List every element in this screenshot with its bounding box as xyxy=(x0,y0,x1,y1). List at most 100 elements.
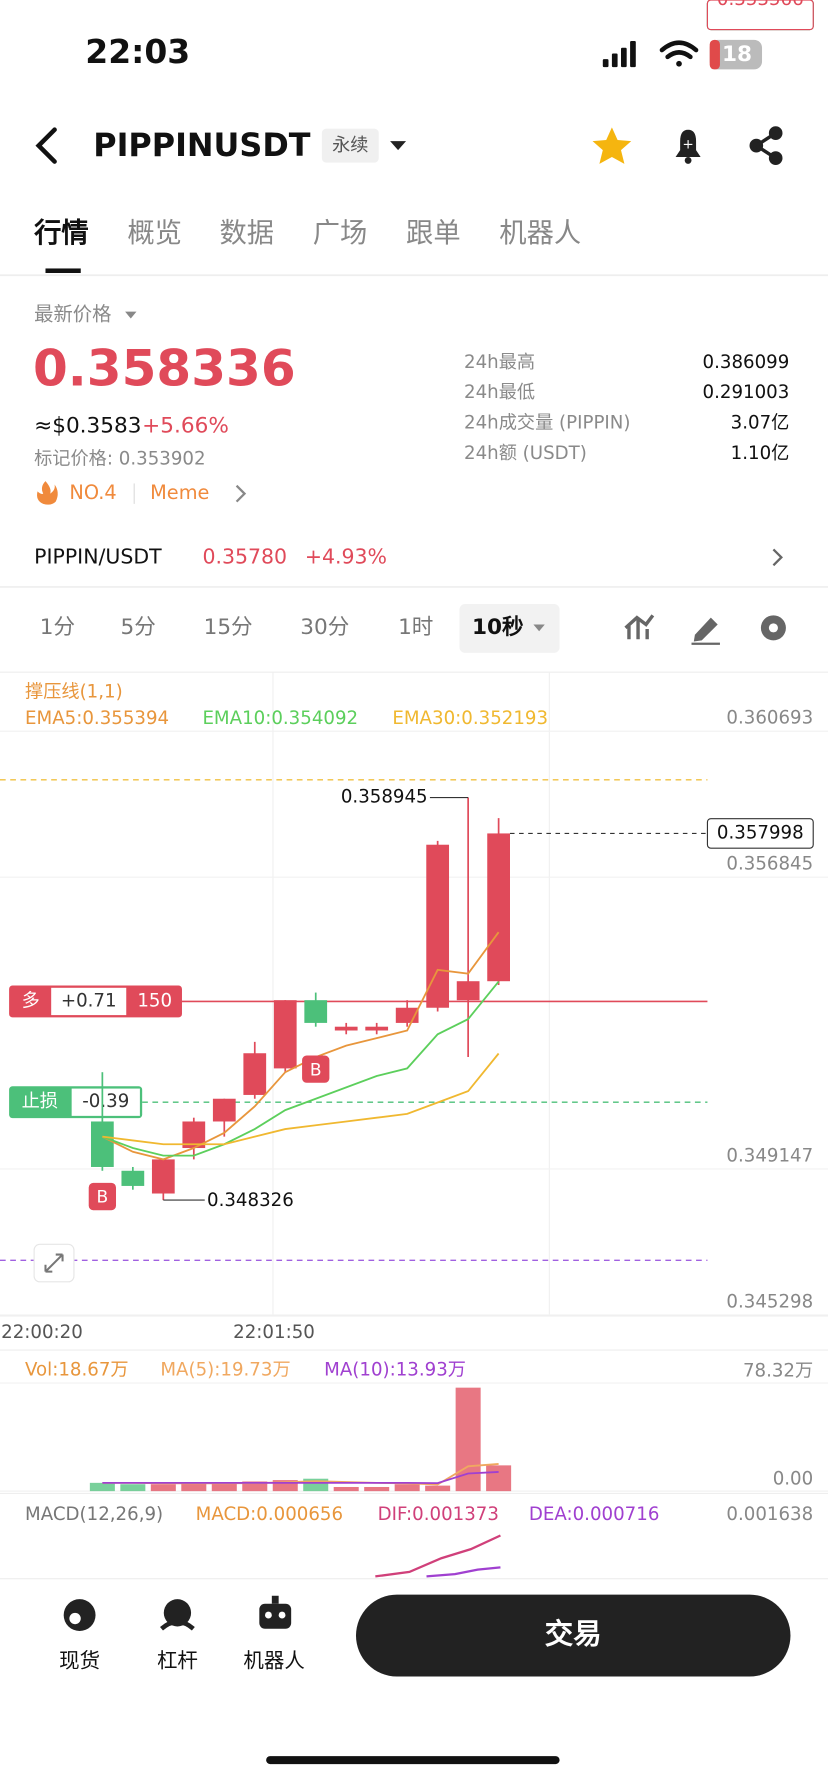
bot-icon[interactable] xyxy=(259,1595,292,1629)
spot-icon[interactable] xyxy=(63,1599,96,1632)
latest-dropdown[interactable] xyxy=(125,311,137,319)
share-button[interactable] xyxy=(749,126,783,165)
clock: 22:03 xyxy=(85,32,190,71)
trade-label: B xyxy=(97,1188,109,1208)
ema-line xyxy=(101,931,500,1161)
position-pnl: +0.71 xyxy=(61,990,117,1011)
ema-label: EMA10:0.354092 xyxy=(202,708,358,729)
ema-line xyxy=(102,980,500,1157)
time-label: 22:00:20 xyxy=(1,1322,83,1343)
ma-label: MA(5):19.73万 xyxy=(160,1360,290,1381)
tab[interactable]: 跟单 xyxy=(406,218,461,249)
expand-button[interactable] xyxy=(33,1243,75,1283)
contract-pill xyxy=(321,128,379,163)
candle-body xyxy=(182,1121,206,1149)
volume-bar xyxy=(425,1485,451,1492)
indicator-icon[interactable] xyxy=(624,614,655,640)
candle-body xyxy=(334,1026,358,1031)
tab[interactable]: 概览 xyxy=(127,218,182,249)
dif-value: DIF:0.001373 xyxy=(378,1504,499,1525)
stat-label: 24h最低 xyxy=(464,382,535,403)
y-tick-label: 78.32万 xyxy=(743,1361,813,1382)
stat-value: 3.07亿 xyxy=(731,413,790,434)
tag: Meme xyxy=(150,481,209,504)
interval[interactable]: 15分 xyxy=(204,615,253,640)
y-tick-label: 0.360693 xyxy=(726,708,813,729)
back-button[interactable] xyxy=(35,127,57,164)
settings-icon[interactable] xyxy=(760,615,786,641)
low-label: 0.348326 xyxy=(207,1190,294,1211)
stat-value: 0.291003 xyxy=(703,382,790,403)
hot-icon xyxy=(37,481,58,505)
interval[interactable]: 5分 xyxy=(121,615,156,640)
spot-pair[interactable]: PIPPIN/USDT xyxy=(34,544,162,568)
rank-arrow[interactable] xyxy=(235,484,247,503)
candle-body xyxy=(212,1098,236,1122)
usd-price: ≈$0.3583 xyxy=(34,414,141,439)
interval-dropdown[interactable] xyxy=(533,624,545,632)
interval[interactable]: 1时 xyxy=(398,615,433,640)
volume-bar xyxy=(181,1482,207,1492)
trade-button[interactable] xyxy=(355,1594,791,1677)
active-interval-bg xyxy=(459,603,560,653)
nav-label[interactable]: 杠杆 xyxy=(157,1649,198,1673)
spot-price: 0.35780 xyxy=(202,544,287,568)
favorite-star[interactable] xyxy=(592,127,632,164)
volume-bar xyxy=(89,1482,115,1492)
candle-body xyxy=(90,1121,114,1167)
candle-body xyxy=(426,844,450,1008)
tab[interactable]: 机器人 xyxy=(499,218,581,249)
level-label: 0.353566 xyxy=(717,0,804,10)
nav-label[interactable]: 机器人 xyxy=(243,1649,304,1673)
draw-icon[interactable] xyxy=(691,617,720,645)
ma-line xyxy=(102,1463,499,1486)
indicator-label: 撑压线(1,1) xyxy=(25,682,123,703)
rank: NO.4 xyxy=(69,481,116,504)
trade-button-label[interactable]: 交易 xyxy=(545,1618,602,1651)
candle-body xyxy=(456,981,480,1001)
y-tick-label: 0.345298 xyxy=(726,1291,813,1312)
stat-label: 24h额 (USDT) xyxy=(464,443,587,464)
y-tick-label: 0.356845 xyxy=(726,854,813,875)
alert-bell[interactable]: + xyxy=(675,129,701,164)
stop-loss-label[interactable]: 止损 xyxy=(22,1091,58,1112)
position-side[interactable]: 多 xyxy=(22,990,40,1011)
spot-change: +4.93% xyxy=(305,544,387,568)
tab[interactable]: 行情 xyxy=(33,217,89,249)
symbol[interactable]: PIPPINUSDT xyxy=(93,126,310,164)
macd-axis: 0.001638 xyxy=(726,1504,813,1525)
tab[interactable]: 广场 xyxy=(313,218,368,249)
svg-text:+: + xyxy=(682,136,693,152)
trade-marker[interactable] xyxy=(302,1055,330,1083)
position-qty: 150 xyxy=(137,990,172,1011)
stat-value: 0.386099 xyxy=(703,352,790,373)
volume-bar xyxy=(394,1484,420,1492)
interval[interactable]: 1分 xyxy=(40,615,75,640)
symbol-dropdown[interactable] xyxy=(390,141,407,151)
volume-bar xyxy=(120,1484,146,1492)
signal-icon xyxy=(602,40,636,68)
volume-bar xyxy=(364,1486,390,1492)
time-label: 22:01:50 xyxy=(233,1322,315,1343)
stat-label: 24h最高 xyxy=(464,352,535,373)
tab[interactable]: 数据 xyxy=(220,218,275,249)
interval[interactable]: 30分 xyxy=(300,615,349,640)
candle-body xyxy=(243,1053,267,1095)
volume-bar xyxy=(211,1482,237,1492)
volume-bar xyxy=(486,1465,512,1492)
home-indicator xyxy=(266,1756,560,1765)
nav-label[interactable]: 现货 xyxy=(59,1649,100,1673)
vol-label: Vol:18.67万 xyxy=(25,1360,129,1381)
dea-line xyxy=(426,1566,501,1578)
spot-arrow[interactable] xyxy=(772,548,783,567)
battery xyxy=(709,39,763,70)
volume-bar xyxy=(333,1486,359,1492)
position-pnl-bg xyxy=(51,987,127,1016)
margin-icon[interactable] xyxy=(160,1599,195,1631)
stop-loss-pnl: -0.39 xyxy=(82,1091,129,1112)
latest-label: 最新价格 xyxy=(34,303,111,326)
trade-marker[interactable] xyxy=(88,1182,117,1211)
interval[interactable]: 10秒 xyxy=(472,615,524,640)
